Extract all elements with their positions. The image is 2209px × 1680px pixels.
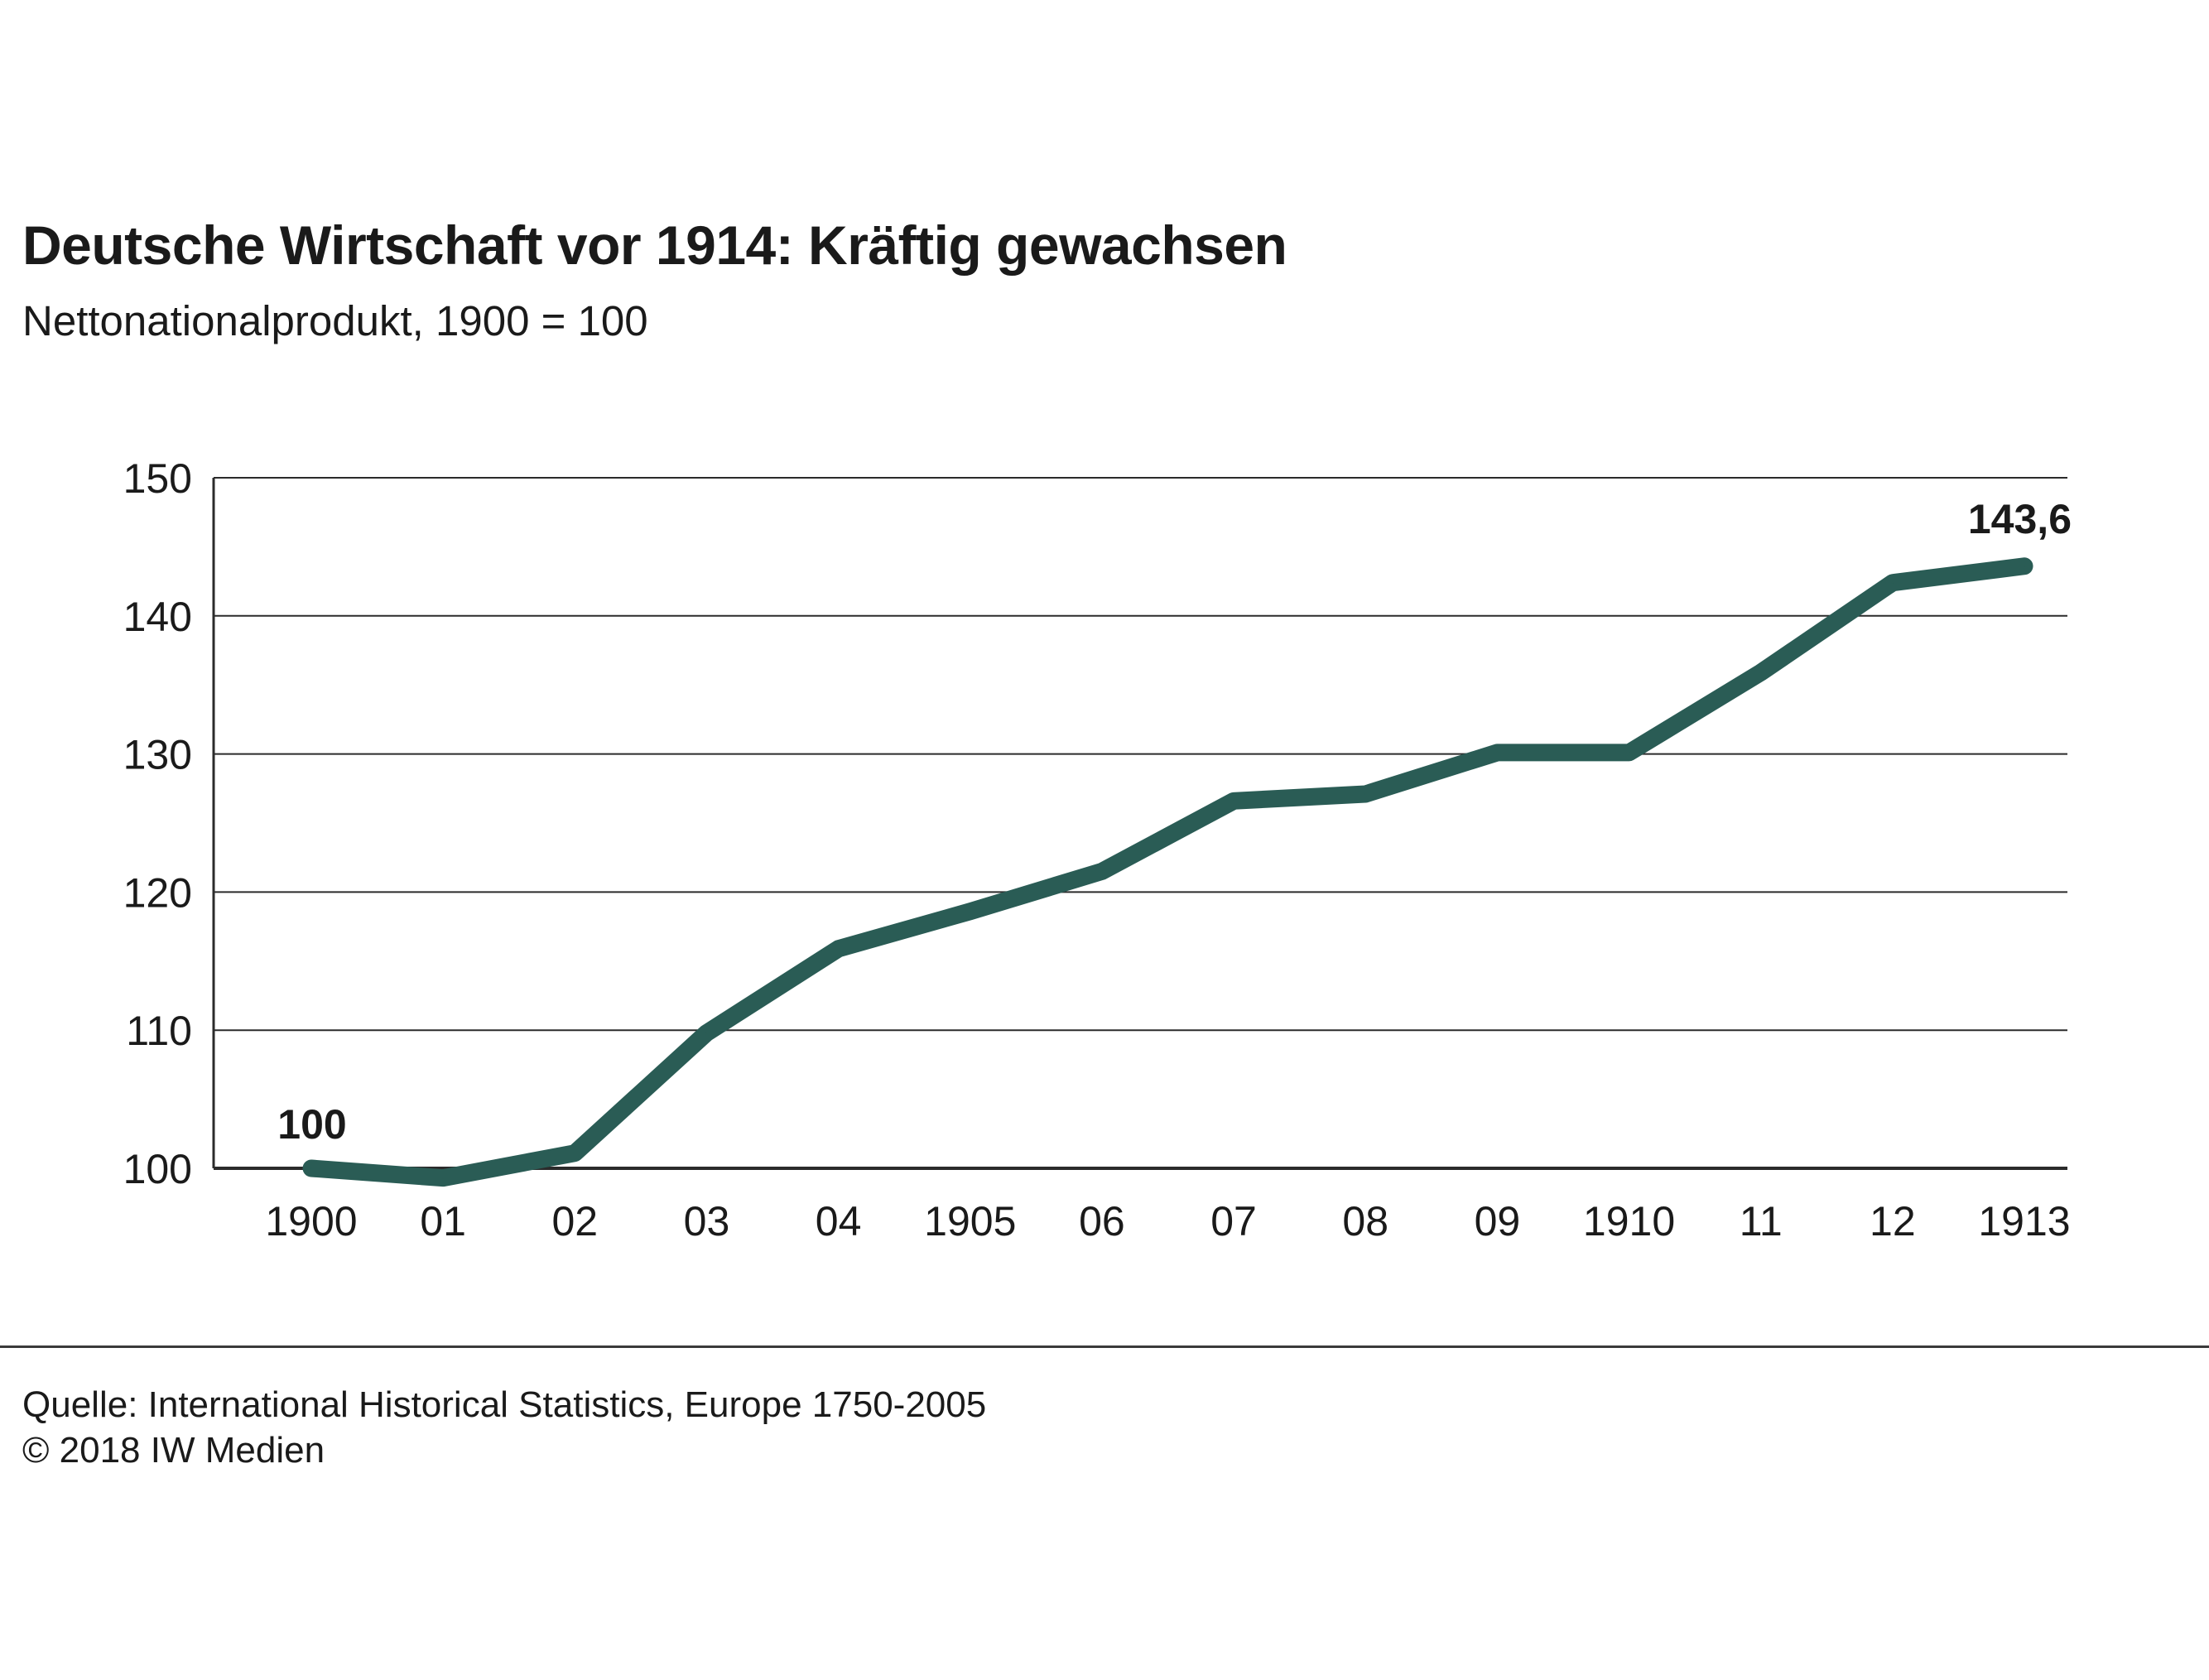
- data-point: [1628, 751, 1630, 753]
- data-point: [705, 1032, 708, 1034]
- chart-subtitle: Nettonationalprodukt, 1900 = 100: [22, 297, 648, 344]
- x-tick-label: 06: [1079, 1198, 1125, 1244]
- x-tick-label: 1900: [265, 1198, 357, 1244]
- data-point: [2024, 565, 2025, 567]
- data-point: [837, 947, 840, 950]
- data-point: [1759, 672, 1762, 674]
- series: [302, 557, 2033, 1187]
- data-point: [1364, 792, 1367, 795]
- x-tick-label: 1913: [1978, 1198, 2070, 1244]
- grid-lines: [214, 477, 2067, 1170]
- x-tick-label: 07: [1210, 1198, 1257, 1244]
- chart-title: Deutsche Wirtschaft vor 1914: Kräftig ge…: [22, 214, 1287, 276]
- copyright-note: © 2018 IW Medien: [22, 1430, 325, 1471]
- x-tick-label: 11: [1740, 1198, 1783, 1244]
- y-tick-label: 110: [126, 1008, 192, 1054]
- x-tick-label: 04: [816, 1198, 862, 1244]
- data-point: [1891, 581, 1894, 584]
- x-tick-label: 01: [420, 1198, 466, 1244]
- y-tick-label: 130: [123, 732, 192, 778]
- x-tick-label: 12: [1870, 1198, 1916, 1244]
- source-note: Quelle: International Historical Statist…: [22, 1384, 987, 1425]
- y-tick-label: 140: [123, 594, 192, 640]
- data-point: [574, 1152, 576, 1154]
- y-tick-label: 150: [123, 455, 192, 502]
- y-tick-label: 120: [123, 869, 192, 916]
- data-label: 143,6: [1968, 496, 2072, 542]
- data-point: [1100, 870, 1103, 873]
- data-point: [1233, 800, 1235, 802]
- footer-divider: [0, 1345, 2209, 1348]
- data-labels: 100 143,6: [277, 496, 2072, 1148]
- series-line: [302, 557, 2033, 1187]
- x-tick-label: 1910: [1583, 1198, 1675, 1244]
- x-tick-label: 03: [684, 1198, 730, 1244]
- y-tick-labels: 100 110 120 130 140 150: [123, 455, 192, 1192]
- data-point: [310, 1167, 312, 1169]
- data-point: [442, 1177, 445, 1179]
- x-tick-label: 08: [1342, 1198, 1388, 1244]
- data-label: 100: [277, 1101, 346, 1148]
- data-point: [1496, 751, 1499, 753]
- x-tick-labels: 1900 01 02 03 04 1905 06 07 08 09 1910 11 12 1913: [265, 1198, 2070, 1244]
- data-point: [969, 910, 971, 912]
- x-tick-label: 02: [551, 1198, 598, 1244]
- x-tick-label: 1905: [924, 1198, 1016, 1244]
- x-tick-label: 09: [1475, 1198, 1521, 1244]
- y-tick-label: 100: [123, 1146, 192, 1192]
- line-chart: 100 110 120 130 140 150 1900 01 02 03 04 1905 06 07 0…: [123, 455, 2072, 1244]
